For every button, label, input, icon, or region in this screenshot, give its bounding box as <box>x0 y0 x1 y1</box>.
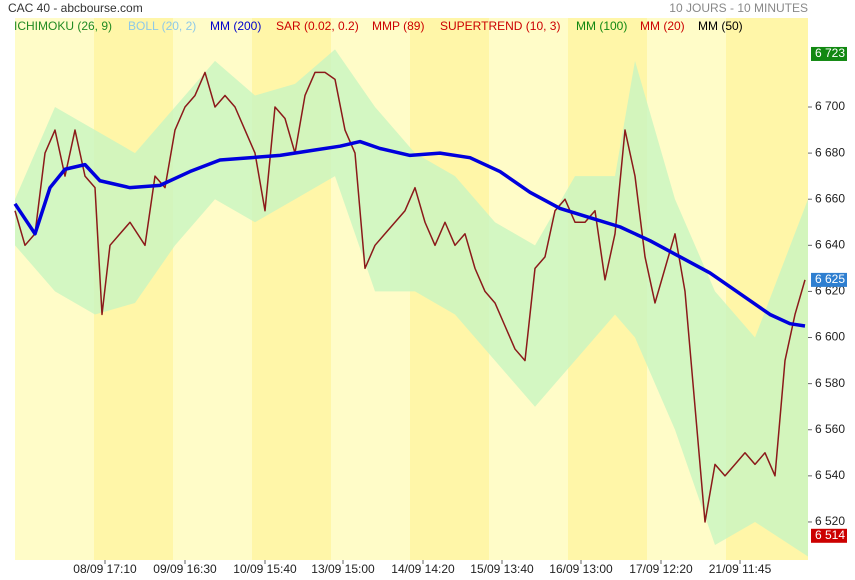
x-tick-label: 16/09 13:00 <box>549 562 613 576</box>
price-badge-label: 6 514 <box>815 528 845 542</box>
legend-entry: MM (200) <box>210 19 261 33</box>
price-badge <box>811 528 847 543</box>
y-tick-label: 6 680 <box>815 145 845 159</box>
legend-entry: SUPERTREND (10, 3) <box>440 19 560 33</box>
legend-entry: MM (100) <box>576 19 627 33</box>
x-tick-label: 14/09 14:20 <box>391 562 455 576</box>
y-tick-label: 6 600 <box>815 330 845 344</box>
y-tick-label: 6 520 <box>815 514 845 528</box>
y-tick-label: 6 580 <box>815 376 845 390</box>
legend-entry: ICHIMOKU (26, 9) <box>14 19 112 33</box>
y-tick-label: 6 560 <box>815 422 845 436</box>
x-tick-label: 13/09 15:00 <box>311 562 375 576</box>
x-tick-label: 17/09 12:20 <box>629 562 693 576</box>
y-tick-label: 6 700 <box>815 99 845 113</box>
legend-entry: MMP (89) <box>372 19 424 33</box>
x-tick-label: 08/09 17:10 <box>73 562 137 576</box>
y-tick-label: 6 640 <box>815 237 845 251</box>
chart-title: CAC 40 - abcbourse.com <box>8 1 143 15</box>
legend-entry: BOLL (20, 2) <box>128 19 196 33</box>
price-badge <box>811 46 847 61</box>
x-tick-label: 10/09 15:40 <box>233 562 297 576</box>
x-tick-label: 09/09 16:30 <box>153 562 217 576</box>
price-line <box>14 71 806 523</box>
legend-entry: SAR (0.02, 0.2) <box>276 19 359 33</box>
legend-entry: MM (50) <box>698 19 743 33</box>
y-tick-label: 6 540 <box>815 468 845 482</box>
legend: ICHIMOKU (26, 9) BOLL (20, 2) MM (200) SAR … <box>14 19 743 33</box>
legend-entry: MM (20) <box>640 19 685 33</box>
bollinger-band <box>15 49 808 557</box>
y-tick-label: 6 660 <box>815 191 845 205</box>
price-badge-label: 6 723 <box>815 46 845 60</box>
moving-average <box>13 139 806 328</box>
x-tick-label: 15/09 13:40 <box>470 562 534 576</box>
y-tick-label: 6 620 <box>815 284 845 298</box>
x-tick-label: 21/09 11:45 <box>709 562 772 576</box>
price-badge <box>811 272 847 287</box>
period-label: 10 JOURS - 10 MINUTES <box>669 1 808 15</box>
price-badge-label: 6 625 <box>815 272 845 286</box>
